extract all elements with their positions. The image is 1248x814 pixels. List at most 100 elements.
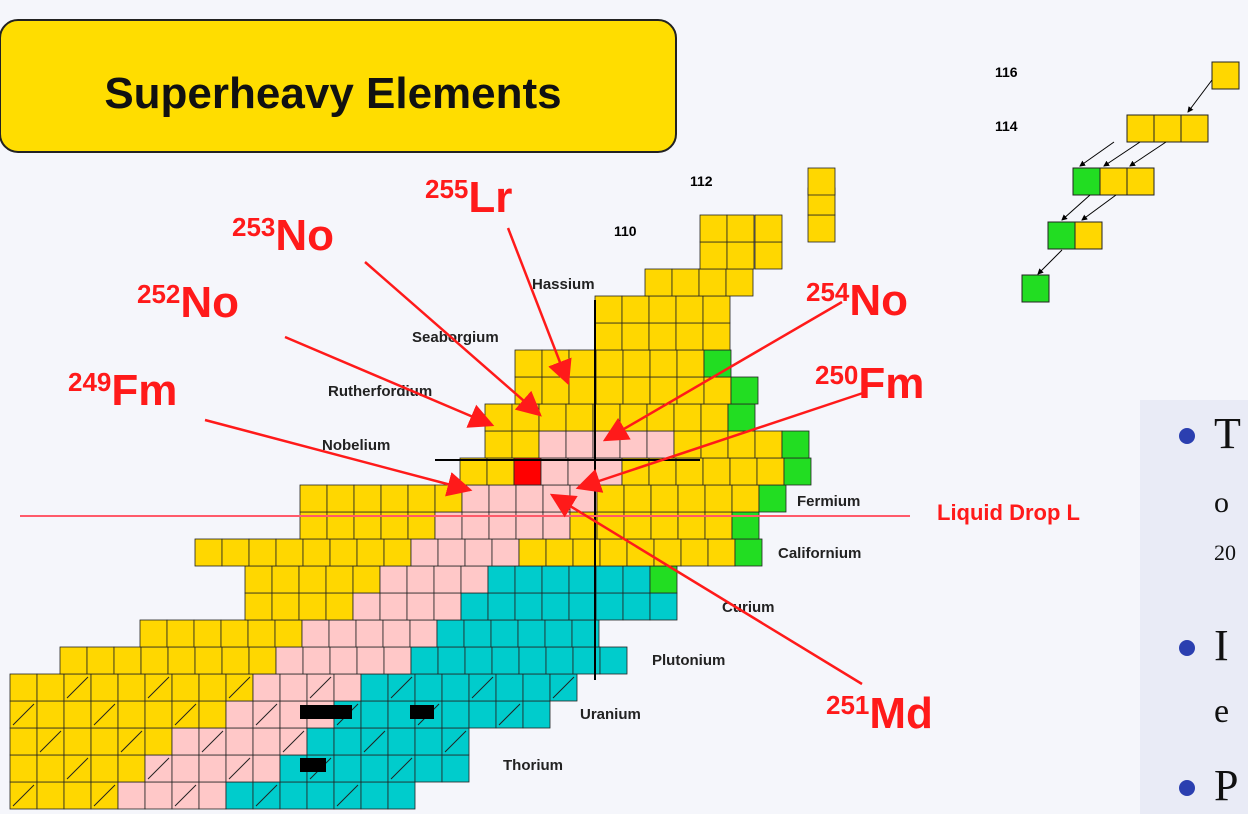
diag (282, 730, 305, 753)
nuclide-cell (198, 700, 227, 729)
nuclide-cell (356, 646, 385, 675)
nuclide-cell (113, 646, 142, 675)
element-label: Hassium (532, 276, 595, 293)
nuclide-cell (252, 673, 281, 702)
nuclide-cell (410, 538, 439, 567)
nuclide-cell (491, 646, 520, 675)
nuclide-cell (486, 457, 515, 486)
nuclide-cell (592, 403, 621, 432)
diag (12, 784, 35, 807)
nuclide-cell (517, 619, 546, 648)
isotope-mass: 251 (826, 690, 869, 720)
nuclide-cell (565, 430, 594, 459)
nuclide-cell (9, 673, 38, 702)
element-label: Fermium (797, 493, 860, 510)
nuclide-cell (622, 565, 651, 594)
nuclide-cell (621, 295, 650, 324)
decay-arrow (1037, 249, 1063, 275)
nuclide-cell (352, 565, 381, 594)
nuclide-cell (414, 673, 443, 702)
chain-cell (1126, 114, 1155, 143)
nuclide-cell (194, 646, 223, 675)
nuclide-cell (409, 619, 438, 648)
nuclide-cell (677, 484, 706, 513)
nuclide-cell (271, 565, 300, 594)
nuclide-cell (599, 538, 628, 567)
isotope-label: 253No (232, 211, 334, 260)
nuclide-cell (441, 673, 470, 702)
isotope-symbol: Fm (858, 359, 924, 408)
decay-arrow (1129, 141, 1167, 167)
chain-cell (1211, 61, 1240, 90)
diag (255, 784, 278, 807)
title-box (0, 19, 677, 153)
nuclide-cell (59, 646, 88, 675)
nuclide-cell (302, 538, 331, 567)
nuclide-cell (225, 781, 254, 810)
nuclide-cell (279, 781, 308, 810)
nuclide-cell (514, 565, 543, 594)
nuclide-cell (139, 619, 168, 648)
nuclide-cell (596, 484, 625, 513)
diag (471, 676, 494, 699)
nuclide-cell (406, 592, 435, 621)
nuclide-cell (676, 349, 705, 378)
nuclide-cell (221, 538, 250, 567)
nuclide-cell (511, 430, 540, 459)
nuclide-cell (360, 754, 389, 783)
bullet-text: T (1214, 409, 1241, 458)
nuclide-cell (225, 700, 254, 729)
isotope-symbol: Md (869, 689, 933, 738)
nuclide-cell (699, 241, 728, 270)
nuclide-cell (671, 268, 700, 297)
nuclide-cell (518, 646, 547, 675)
nuclide-cell (487, 592, 516, 621)
nuclide-cell (699, 214, 728, 243)
isotope-mass: 250 (815, 360, 858, 390)
nuclide-cell (675, 322, 704, 351)
diag (444, 730, 467, 753)
nuclide-cell (252, 754, 281, 783)
bullet-text: o (1214, 486, 1229, 519)
isotope-symbol: No (180, 278, 239, 327)
nuclide-cell (299, 484, 328, 513)
nuclide-cell (326, 484, 355, 513)
nuclide-cell (702, 322, 731, 351)
nuclide-cell (622, 349, 651, 378)
nuclide-cell (437, 646, 466, 675)
nuclide-grid (9, 167, 836, 810)
nuclide-cell (653, 538, 682, 567)
nuclide-cell (437, 538, 466, 567)
bullet-text: I (1214, 621, 1229, 670)
nuclide-cell (730, 376, 759, 405)
nuclide-cell (301, 619, 330, 648)
nuclide-cell (63, 781, 92, 810)
nuclide-cell (166, 619, 195, 648)
nuclide-cell (675, 295, 704, 324)
nuclide-cell (513, 457, 542, 486)
nuclide-cell (36, 754, 65, 783)
isotope-label: 252No (137, 278, 239, 327)
nuclide-cell (275, 538, 304, 567)
isotope-mass: 249 (68, 367, 111, 397)
diag (336, 784, 359, 807)
nuclide-cell (329, 646, 358, 675)
nuclide-cell (619, 430, 648, 459)
nuclide-cell (727, 430, 756, 459)
decay-arrow (1061, 194, 1091, 221)
nuclide-cell (90, 727, 119, 756)
bullet-text: 20 (1214, 540, 1236, 565)
nuclide-cell (568, 376, 597, 405)
isotope-mass: 255 (425, 174, 468, 204)
nuclide-cell (595, 565, 624, 594)
nuclide-cell (491, 538, 520, 567)
nuclide-cell (306, 727, 335, 756)
title: Superheavy Elements (104, 69, 561, 118)
nuclide-cell (702, 457, 731, 486)
chain-cell (1153, 114, 1182, 143)
nuclide-cell (198, 754, 227, 783)
chain-cell (1072, 167, 1101, 196)
nuclide-cell (567, 457, 596, 486)
nuclide-cell (707, 538, 736, 567)
